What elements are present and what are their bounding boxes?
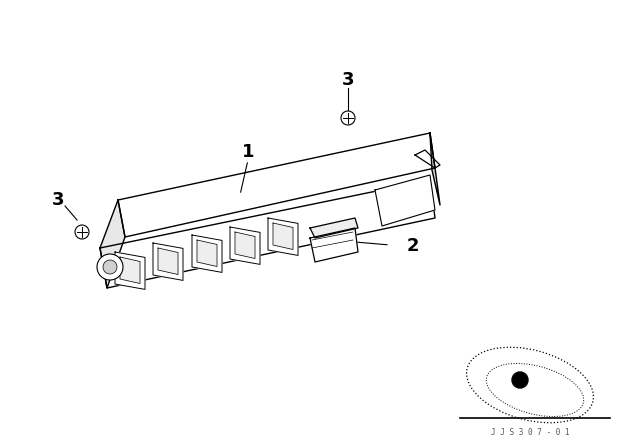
Polygon shape	[158, 248, 178, 275]
Polygon shape	[273, 223, 293, 250]
Circle shape	[103, 260, 117, 274]
Polygon shape	[375, 175, 435, 226]
Text: 2: 2	[407, 237, 419, 255]
Polygon shape	[100, 200, 125, 288]
Circle shape	[512, 372, 528, 388]
Text: 1: 1	[242, 143, 254, 161]
Polygon shape	[268, 218, 298, 255]
Polygon shape	[310, 218, 358, 238]
Polygon shape	[192, 235, 222, 272]
Polygon shape	[310, 228, 358, 262]
Text: J J S 3 0 7 - 0 1: J J S 3 0 7 - 0 1	[491, 427, 570, 436]
Polygon shape	[118, 133, 435, 237]
Polygon shape	[100, 180, 435, 288]
Polygon shape	[230, 227, 260, 264]
Circle shape	[341, 111, 355, 125]
Polygon shape	[153, 243, 183, 280]
Circle shape	[97, 254, 123, 280]
Text: 3: 3	[52, 191, 64, 209]
Text: 3: 3	[342, 71, 355, 89]
Polygon shape	[430, 133, 440, 205]
Polygon shape	[197, 240, 217, 267]
Polygon shape	[235, 232, 255, 258]
Circle shape	[75, 225, 89, 239]
Polygon shape	[115, 252, 145, 289]
Polygon shape	[120, 257, 140, 284]
